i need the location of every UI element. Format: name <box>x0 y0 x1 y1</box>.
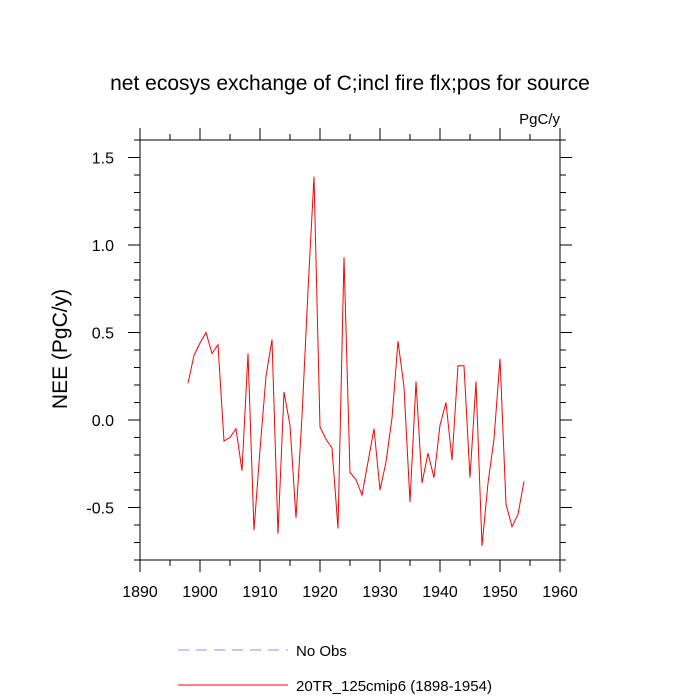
series-line <box>187 176 525 547</box>
x-tick-label: 1890 <box>122 584 158 601</box>
legend-label-no-obs: No Obs <box>296 643 347 660</box>
y-tick-label: 1.5 <box>92 151 114 168</box>
tick-label-layer: 1890 1900 1910 1920 1930 1940 1950 1960 -0.5 0.0 0… <box>86 151 577 602</box>
x-tick-label: 1960 <box>542 584 578 601</box>
units-label: PgC/y <box>519 111 560 128</box>
x-tick-label: 1930 <box>362 584 398 601</box>
legend: No Obs 20TR_125cmip6 (1898-1954) <box>178 643 492 695</box>
legend-label-series: 20TR_125cmip6 (1898-1954) <box>296 678 492 695</box>
x-tick-label: 1900 <box>182 584 218 601</box>
x-tick-label: 1950 <box>482 584 518 601</box>
y-axis-label: NEE (PgC/y) <box>49 289 72 409</box>
y-tick-label: 0.0 <box>92 413 114 430</box>
series-layer <box>187 176 525 547</box>
y-tick-label: 1.0 <box>92 238 114 255</box>
x-tick-label: 1940 <box>422 584 458 601</box>
y-tick-label: -0.5 <box>86 501 114 518</box>
x-tick-label: 1910 <box>242 584 278 601</box>
chart-title: net ecosys exchange of C;incl fire flx;p… <box>110 72 590 95</box>
x-tick-label: 1920 <box>302 584 338 601</box>
y-tick-label: 0.5 <box>92 326 114 343</box>
plot-frame <box>139 139 561 561</box>
tick-layer <box>128 128 572 572</box>
